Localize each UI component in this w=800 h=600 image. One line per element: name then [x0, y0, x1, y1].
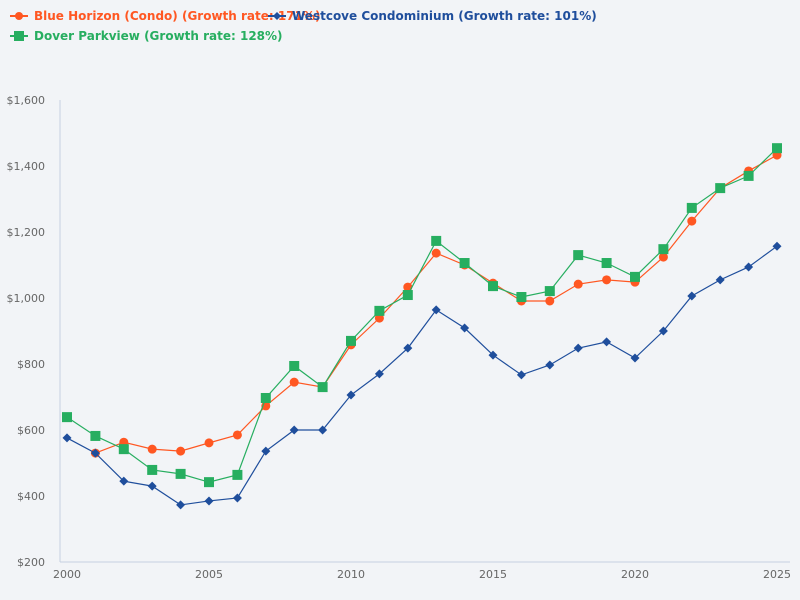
data-point [545, 296, 555, 306]
data-point [204, 438, 214, 448]
series-line-0 [95, 154, 778, 454]
data-point [118, 444, 129, 455]
y-tick-label: $200 [17, 556, 45, 569]
data-point [516, 292, 527, 303]
series-line-2 [66, 147, 778, 483]
data-point [630, 353, 640, 363]
data-point [460, 323, 470, 333]
data-point [544, 286, 555, 297]
x-tick-label: 2005 [195, 568, 223, 581]
data-point [346, 335, 356, 346]
y-tick-label: $1,200 [7, 226, 46, 239]
data-point [658, 252, 668, 262]
data-point [232, 430, 242, 440]
data-point [488, 281, 498, 292]
data-point [686, 202, 697, 213]
data-point [687, 291, 697, 301]
data-point [516, 370, 526, 380]
x-tick-label: 2010 [337, 568, 365, 581]
data-point [630, 271, 640, 282]
legend-label: Blue Horizon (Condo) (Growth rate: 171%) [34, 9, 321, 23]
data-point [744, 262, 754, 272]
x-tick-label: 2025 [763, 568, 791, 581]
diamond-marker-icon [268, 12, 286, 20]
data-point [289, 360, 300, 371]
circle-marker-icon [10, 12, 28, 20]
data-point [658, 326, 668, 336]
data-point [602, 337, 612, 347]
data-point [318, 425, 328, 435]
data-point [261, 446, 271, 456]
data-point [62, 433, 72, 443]
y-tick-label: $800 [17, 358, 45, 371]
y-tick-label: $1,400 [7, 160, 46, 173]
data-point [715, 275, 725, 285]
data-point [743, 170, 754, 181]
data-point [403, 282, 413, 292]
data-point [232, 493, 242, 503]
series-line-1 [66, 245, 778, 506]
data-point [431, 248, 441, 258]
data-point [175, 468, 186, 479]
legend-item-blue-horizon[interactable]: Blue Horizon (Condo) (Growth rate: 171%) [10, 9, 320, 23]
y-tick-label: $400 [17, 490, 45, 503]
data-point [260, 392, 271, 403]
data-point [772, 241, 782, 251]
data-point [715, 183, 726, 194]
data-point [601, 258, 612, 269]
data-point [545, 360, 555, 370]
x-tick-label: 2020 [621, 568, 649, 581]
y-tick-label: $1,600 [7, 94, 46, 107]
data-point [431, 305, 441, 315]
data-point [573, 343, 583, 353]
data-point [147, 444, 157, 454]
legend-label: Westcove Condominium (Growth rate: 101%) [292, 9, 597, 23]
data-point [602, 275, 612, 285]
data-point [459, 258, 470, 269]
x-tick-label: 2000 [53, 568, 81, 581]
data-point [289, 377, 299, 387]
data-point [658, 244, 669, 255]
data-point [204, 496, 214, 506]
data-point [687, 216, 697, 226]
data-point [232, 469, 243, 480]
legend-item-westcove[interactable]: Westcove Condominium (Growth rate: 101%) [268, 9, 597, 23]
data-point [147, 464, 158, 475]
y-tick-label: $1,000 [7, 292, 46, 305]
x-tick-label: 2015 [479, 568, 507, 581]
legend-label: Dover Parkview (Growth rate: 128%) [34, 29, 283, 43]
data-point [346, 390, 356, 400]
data-point [573, 279, 583, 289]
data-point [289, 425, 299, 435]
data-point [374, 305, 385, 316]
data-point [62, 412, 72, 423]
data-point [488, 350, 498, 360]
legend-item-dover-parkview[interactable]: Dover Parkview (Growth rate: 128%) [10, 29, 283, 43]
data-point [176, 446, 186, 456]
square-marker-icon [10, 31, 28, 41]
data-point [374, 313, 384, 323]
data-point [147, 481, 157, 491]
data-point [204, 477, 214, 488]
data-point [317, 382, 328, 393]
data-point [90, 430, 101, 441]
y-tick-label: $600 [17, 424, 45, 437]
data-point [176, 500, 186, 510]
data-point [772, 143, 782, 154]
data-point [431, 235, 442, 246]
data-point [119, 476, 129, 486]
data-point [374, 369, 384, 379]
data-point [403, 343, 413, 353]
data-point [90, 448, 100, 458]
data-point [573, 250, 584, 261]
data-point [402, 290, 413, 301]
